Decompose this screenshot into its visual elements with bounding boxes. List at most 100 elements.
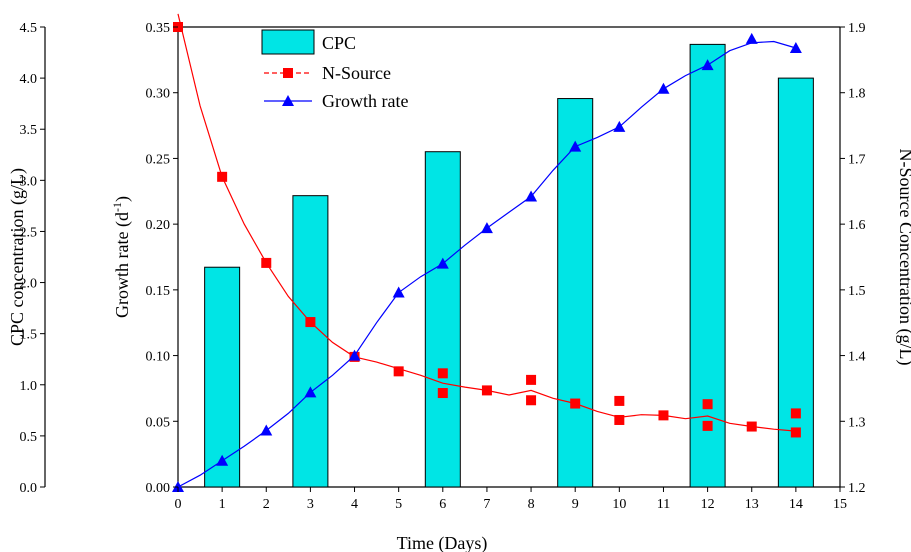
growth-tick-label: 0.05 — [146, 415, 171, 430]
growth-point — [745, 32, 758, 44]
nsource-point — [746, 421, 757, 432]
x-tick-label: 15 — [833, 497, 847, 512]
nsource-point — [526, 395, 537, 406]
cpc-tick-label: 4.0 — [20, 72, 38, 87]
growth-axis-title-end: ) — [112, 196, 133, 202]
cpc-tick-label: 2.0 — [20, 277, 38, 292]
legend-nsource-label: N-Source — [322, 63, 391, 83]
legend-growth-label: Growth rate — [322, 91, 408, 111]
nsource-tick-label: 1.5 — [848, 284, 866, 299]
growth-point — [657, 82, 670, 94]
nsource-point — [790, 427, 801, 438]
nsource-point — [570, 398, 581, 409]
cpc-tick-label: 3.5 — [20, 123, 38, 138]
cpc-tick-label: 2.5 — [20, 225, 38, 240]
nsource-point — [261, 257, 272, 268]
nsource-point — [790, 408, 801, 419]
nsource-tick-label: 1.2 — [848, 481, 866, 496]
x-tick-label: 14 — [789, 497, 803, 512]
growth-point — [392, 286, 405, 298]
growth-tick-label: 0.30 — [146, 87, 171, 102]
x-tick-label: 1 — [219, 497, 226, 512]
cpc-tick-label: 4.5 — [20, 21, 38, 36]
nsource-axis-title: N-Source Concentration (g/L) — [895, 149, 911, 366]
cpc-tick-label: 0.5 — [20, 430, 38, 445]
growth-point — [525, 190, 538, 202]
x-tick-label: 9 — [572, 497, 579, 512]
growth-axis-title-sup: -1 — [110, 202, 124, 212]
nsource-axis-ticks: 1.2 1.3 1.4 1.5 1.6 1.7 1.8 1.9 — [840, 21, 866, 496]
x-axis-title: Time (Days) — [397, 533, 488, 552]
growth-tick-label: 0.10 — [146, 350, 171, 365]
nsource-point — [702, 420, 713, 431]
nsource-point — [437, 388, 448, 399]
x-tick-label: 5 — [395, 497, 402, 512]
x-tick-label: 0 — [175, 497, 182, 512]
cpc-tick-label: 0.0 — [20, 481, 38, 496]
growth-point — [569, 140, 582, 152]
cpc-bar — [204, 266, 241, 488]
x-tick-label: 4 — [351, 497, 358, 512]
cpc-tick-label: 1.5 — [20, 328, 38, 343]
growth-point — [260, 424, 273, 436]
plot-frame — [44, 26, 841, 488]
x-tick-label: 10 — [612, 497, 626, 512]
legend-growth-marker — [282, 95, 294, 106]
nsource-tick-label: 1.6 — [848, 218, 866, 233]
cpc-bars — [204, 43, 814, 488]
legend-cpc-label: CPC — [322, 33, 356, 53]
growth-tick-label: 0.00 — [146, 481, 171, 496]
x-tick-label: 8 — [528, 497, 535, 512]
cpc-bar — [292, 195, 329, 488]
nsource-tick-label: 1.3 — [848, 415, 866, 430]
growth-axis-ticks: 0.00 0.05 0.10 0.15 0.20 0.25 0.30 0.35 — [146, 21, 178, 496]
growth-axis-title: Growth rate (d-1) — [110, 196, 133, 318]
nsource-tick-label: 1.9 — [848, 21, 866, 36]
cpc-bar — [689, 43, 726, 488]
growth-point — [304, 386, 317, 398]
x-tick-label: 11 — [657, 497, 670, 512]
growth-point — [436, 257, 449, 269]
legend-cpc-swatch — [261, 29, 315, 55]
growth-point — [613, 120, 626, 132]
x-tick-label: 3 — [307, 497, 314, 512]
growth-point — [701, 59, 714, 71]
x-tick-label: 7 — [483, 497, 490, 512]
growth-tick-label: 0.35 — [146, 21, 171, 36]
legend: CPC N-Source Growth rate — [261, 29, 408, 111]
growth-series — [172, 32, 802, 492]
cpc-bar — [424, 151, 461, 488]
x-tick-label: 12 — [701, 497, 715, 512]
growth-point — [348, 349, 361, 361]
growth-tick-label: 0.20 — [146, 218, 171, 233]
growth-point — [216, 454, 229, 466]
nsource-point — [305, 317, 316, 328]
growth-tick-label: 0.15 — [146, 284, 171, 299]
nsource-tick-label: 1.7 — [848, 152, 866, 167]
nsource-point — [437, 368, 448, 379]
x-tick-label: 2 — [263, 497, 270, 512]
nsource-point — [393, 366, 404, 377]
legend-nsource-marker — [283, 68, 293, 78]
nsource-tick-label: 1.8 — [848, 87, 866, 102]
nsource-point — [614, 414, 625, 425]
nsource-point — [702, 399, 713, 410]
x-axis-ticks: 0 1 2 3 4 5 6 7 8 9 10 11 12 13 14 15 — [175, 487, 847, 512]
nsource-point — [217, 171, 228, 182]
growth-axis-title-main: Growth rate (d — [112, 212, 133, 318]
nsource-point — [481, 385, 492, 396]
cpc-tick-label: 1.0 — [20, 379, 38, 394]
growth-tick-label: 0.25 — [146, 152, 171, 167]
x-tick-label: 13 — [745, 497, 759, 512]
cpc-bar — [557, 98, 594, 488]
cpc-tick-label: 3.0 — [20, 174, 38, 189]
nsource-point — [614, 395, 625, 406]
cpc-bar — [777, 77, 814, 488]
nsource-point — [526, 374, 537, 385]
nsource-point — [658, 410, 669, 421]
growth-point — [789, 42, 802, 54]
cpc-axis-title: CPC concentration (g/L) — [7, 168, 28, 346]
growth-point — [480, 222, 493, 234]
cpc-axis-ticks: 0.0 0.5 1.0 1.5 2.0 2.5 3.0 3.5 4.0 4.5 — [20, 21, 45, 496]
